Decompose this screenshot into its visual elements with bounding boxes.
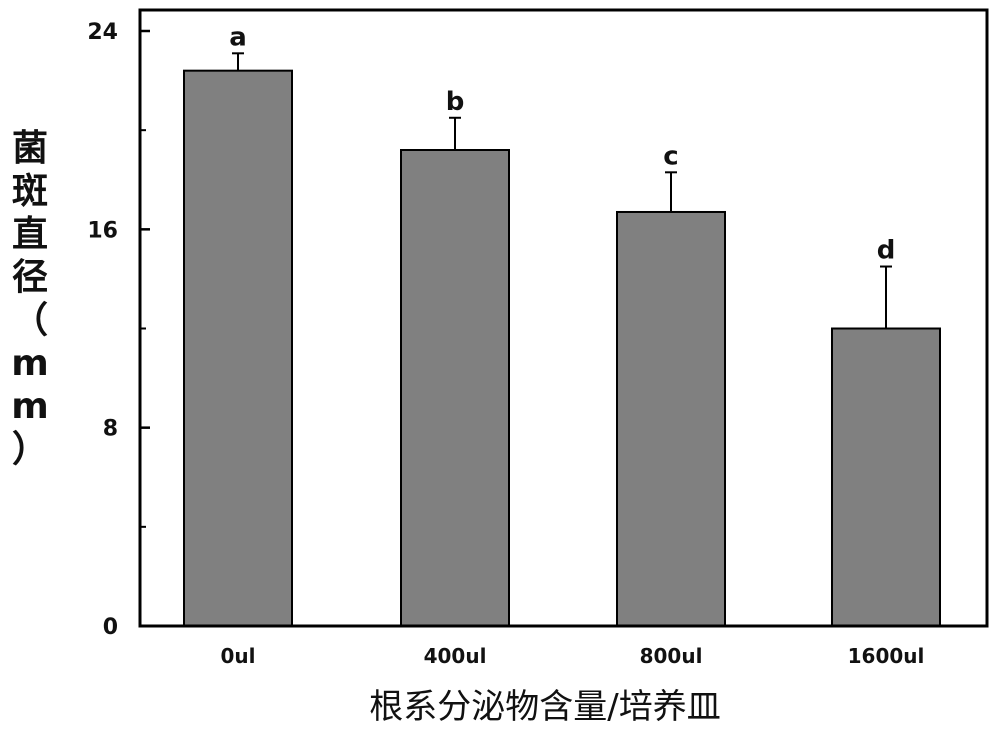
plot-area-frame: [138, 8, 989, 628]
y-axis-title-char: 菌: [12, 128, 48, 169]
significance-label-a: a: [229, 22, 247, 52]
y-axis-title-char: （: [12, 300, 48, 341]
bar-0ul: [183, 69, 293, 627]
y-axis-ticks: [140, 29, 150, 628]
bars-group: [183, 69, 941, 628]
x-axis-tick-labels: 0ul 400ul 800ul 1600ul: [220, 644, 924, 668]
y-tick-label: 8: [103, 417, 118, 442]
significance-label-c: c: [663, 141, 678, 171]
y-tick-label: 0: [103, 615, 118, 640]
y-axis-tick-labels: 0 8 16 24: [87, 20, 118, 640]
y-axis-title-char: 径: [12, 257, 48, 298]
y-tick-label: 24: [87, 20, 118, 45]
significance-label-d: d: [877, 236, 896, 266]
x-axis-title: 根系分泌物含量/培养皿: [369, 687, 720, 727]
x-tick-label: 1600ul: [848, 644, 925, 668]
y-axis-title-char: 斑: [12, 171, 48, 212]
bar-800ul: [616, 210, 726, 628]
bar-1600ul: [831, 327, 941, 627]
bar-400ul: [400, 149, 510, 627]
y-tick-label: 16: [87, 218, 118, 243]
error-bars-group: [232, 52, 892, 329]
y-axis-title-char: 直: [12, 214, 48, 255]
x-tick-label: 800ul: [640, 644, 703, 668]
y-axis-title-char: m: [11, 386, 49, 427]
significance-label-b: b: [446, 87, 465, 117]
significance-letters: a b c d: [229, 22, 895, 265]
y-axis-title-char: m: [11, 343, 49, 384]
x-tick-label: 400ul: [424, 644, 487, 668]
y-axis-title-char: ）: [12, 429, 48, 470]
x-tick-label: 0ul: [220, 644, 255, 668]
